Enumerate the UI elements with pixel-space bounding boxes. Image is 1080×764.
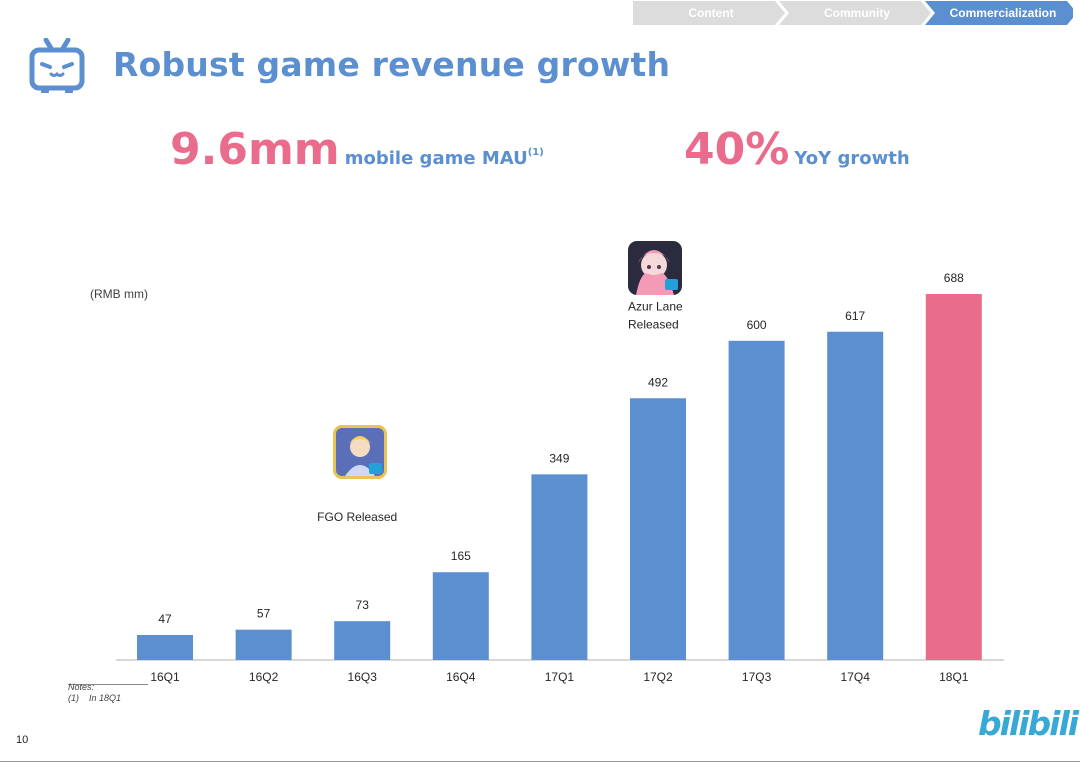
bar-16Q4 xyxy=(432,572,489,660)
category-label-17Q3: 17Q3 xyxy=(742,670,772,684)
bar-17Q4 xyxy=(827,331,884,660)
breadcrumb-segment-commercialization[interactable] xyxy=(925,1,1073,25)
notes-heading: Notes: xyxy=(68,682,95,692)
breadcrumb: Content Community Commercialization xyxy=(633,1,1073,25)
bar-17Q3 xyxy=(728,340,785,660)
value-label-18Q1: 688 xyxy=(944,271,964,285)
footer-divider xyxy=(0,761,1080,762)
kpi-yoy: 40% YoY growth xyxy=(684,124,910,175)
category-label-16Q4: 16Q4 xyxy=(446,670,476,684)
category-label-17Q1: 17Q1 xyxy=(545,670,575,684)
bar-17Q1 xyxy=(531,474,588,660)
kpi-mau-footnote: (1) xyxy=(527,147,544,158)
bar-16Q1 xyxy=(137,634,193,660)
category-label-18Q1: 18Q1 xyxy=(939,670,969,684)
category-label-16Q3: 16Q3 xyxy=(348,670,378,684)
kpi-mau: 9.6mm mobile game MAU(1) xyxy=(170,124,544,175)
value-label-16Q2: 57 xyxy=(257,607,271,621)
chart-unit-label: (RMB mm) xyxy=(90,287,148,301)
note-text: In 18Q1 xyxy=(89,693,122,703)
value-label-17Q1: 349 xyxy=(549,451,569,465)
kpi-yoy-value: 40% xyxy=(684,124,790,175)
value-label-16Q1: 47 xyxy=(158,612,172,626)
breadcrumb-segment-content[interactable] xyxy=(633,1,785,25)
page-title: Robust game revenue growth xyxy=(113,45,671,84)
breadcrumb-label-commercialization: Commercialization xyxy=(950,6,1057,20)
bar-18Q1 xyxy=(925,294,982,660)
category-label-17Q4: 17Q4 xyxy=(841,670,871,684)
kpi-mau-value: 9.6mm xyxy=(170,124,340,175)
breadcrumb-segment-community[interactable] xyxy=(779,1,931,25)
breadcrumb-chevrons: Content Community Commercialization xyxy=(633,1,1073,25)
kpi-mau-label: mobile game MAU xyxy=(344,148,528,169)
notes: Notes: (1) In 18Q1 xyxy=(68,682,121,704)
annotation-text-16Q3: FGO Released xyxy=(317,510,397,524)
value-label-17Q3: 600 xyxy=(747,318,767,332)
breadcrumb-label-community: Community xyxy=(824,6,890,20)
tv-mascot-icon xyxy=(28,37,86,94)
bar-16Q3 xyxy=(334,621,391,660)
note-item: (1) In 18Q1 xyxy=(68,693,121,704)
category-label-16Q2: 16Q2 xyxy=(249,670,279,684)
value-label-17Q2: 492 xyxy=(648,375,668,389)
annotation-text-17Q2: Released xyxy=(628,317,679,331)
fgo-game-icon xyxy=(333,425,387,479)
value-label-16Q4: 165 xyxy=(451,549,471,563)
category-label-17Q2: 17Q2 xyxy=(643,670,673,684)
value-label-16Q3: 73 xyxy=(356,598,370,612)
breadcrumb-label-content: Content xyxy=(688,6,733,20)
bilibili-logo: bilibili xyxy=(978,704,1079,743)
azur-lane-game-icon xyxy=(628,241,682,295)
notes-divider xyxy=(68,684,148,685)
bar-17Q2 xyxy=(630,398,686,660)
page-number: 10 xyxy=(16,734,29,746)
annotation-text-17Q2: Azur Lane xyxy=(628,299,683,313)
note-marker: (1) xyxy=(68,693,79,703)
category-label-16Q1: 16Q1 xyxy=(150,670,180,684)
bar-16Q2 xyxy=(235,629,292,660)
value-label-17Q4: 617 xyxy=(845,309,865,323)
kpi-yoy-label: YoY growth xyxy=(794,148,910,169)
